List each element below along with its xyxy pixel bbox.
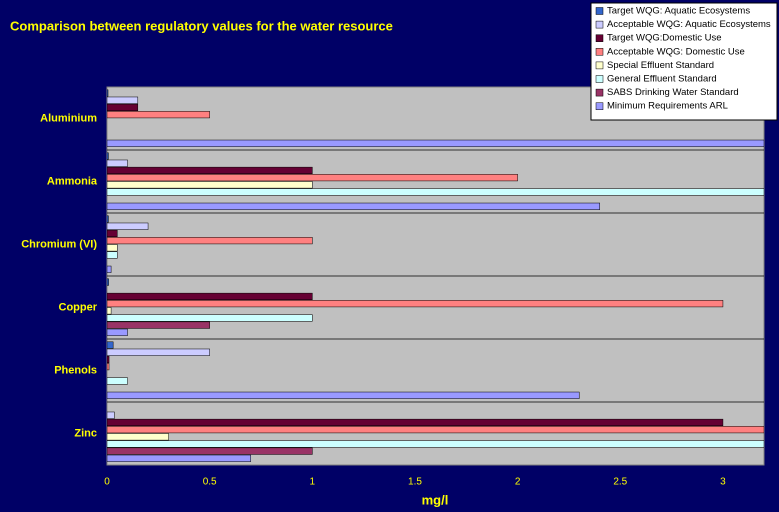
- bar: [107, 363, 110, 371]
- x-tick-label: 2.5: [613, 477, 627, 488]
- legend-label: Acceptable WQG: Domestic Use: [607, 46, 745, 57]
- y-tick-label: Copper: [59, 301, 98, 313]
- x-tick-label: 0: [104, 477, 110, 488]
- y-tick-label: Ammonia: [47, 175, 98, 187]
- bar: [107, 174, 518, 182]
- bar: [107, 229, 118, 237]
- legend-swatch: [595, 20, 604, 29]
- bar: [107, 89, 109, 97]
- bar: [107, 314, 313, 322]
- bar: [107, 307, 112, 315]
- legend-label: Special Effluent Standard: [607, 60, 714, 71]
- bar: [107, 328, 128, 336]
- legend-label: Target WQG: Aquatic Ecosystems: [607, 6, 750, 17]
- bar: [107, 426, 764, 434]
- bar: [107, 391, 580, 399]
- bar: [107, 418, 724, 426]
- legend-swatch: [595, 7, 604, 15]
- chart-title: Comparison between regulatory values for…: [10, 18, 393, 33]
- bar: [107, 111, 210, 119]
- bar: [107, 377, 128, 385]
- legend-swatch: [595, 48, 604, 56]
- bar: [107, 341, 114, 349]
- bar: [107, 440, 764, 448]
- legend-swatch: [595, 61, 604, 70]
- legend-swatch: [595, 88, 604, 97]
- bar: [107, 202, 600, 210]
- bar: [107, 411, 115, 419]
- bar: [107, 166, 313, 174]
- bar: [107, 215, 109, 223]
- bar: [107, 265, 112, 273]
- legend-label: Acceptable WQG: Aquatic Ecosystems: [607, 19, 771, 30]
- y-tick-label: Phenols: [54, 364, 97, 376]
- bar: [107, 152, 109, 160]
- bar: [107, 139, 764, 147]
- legend-label: Minimum Requirements ARL: [607, 101, 728, 112]
- legend-swatch: [595, 102, 604, 110]
- bar: [107, 244, 118, 252]
- legend-swatch: [595, 34, 604, 42]
- legend-label: General Effluent Standard: [607, 74, 717, 85]
- y-tick-label: Aluminium: [40, 112, 97, 124]
- bar: [107, 292, 313, 300]
- bar: [107, 103, 139, 112]
- bars: [107, 89, 764, 462]
- bar: [107, 454, 251, 462]
- legend: Target WQG: Aquatic Ecosystems Acceptable…: [590, 2, 778, 121]
- bar: [107, 222, 149, 230]
- bar: [107, 355, 110, 363]
- legend-swatch: [595, 75, 604, 83]
- bar: [107, 278, 109, 286]
- x-tick-label: 2: [515, 477, 521, 488]
- y-tick-label: Zinc: [74, 427, 97, 439]
- bar: [107, 251, 118, 259]
- bar: [107, 447, 313, 455]
- x-tick-label: 0.5: [203, 477, 217, 488]
- bar: [107, 237, 313, 245]
- x-axis-label: mg/l: [422, 492, 449, 507]
- bar: [107, 159, 128, 167]
- bar: [107, 321, 210, 329]
- legend-label: SABS Drinking Water Standard: [607, 87, 739, 98]
- y-tick-label: Chromium (VI): [21, 238, 97, 250]
- legend-label: Target WQG:Domestic Use: [607, 33, 722, 44]
- bar: [107, 181, 313, 189]
- x-tick-label: 1.5: [408, 477, 422, 488]
- x-tick-label: 1: [310, 477, 316, 488]
- bar: [107, 96, 139, 104]
- bar: [107, 300, 724, 308]
- x-tick-label: 3: [720, 477, 726, 488]
- bar: [107, 433, 169, 441]
- legend-box: [590, 2, 778, 121]
- bar: [107, 188, 764, 196]
- bar: [107, 348, 210, 356]
